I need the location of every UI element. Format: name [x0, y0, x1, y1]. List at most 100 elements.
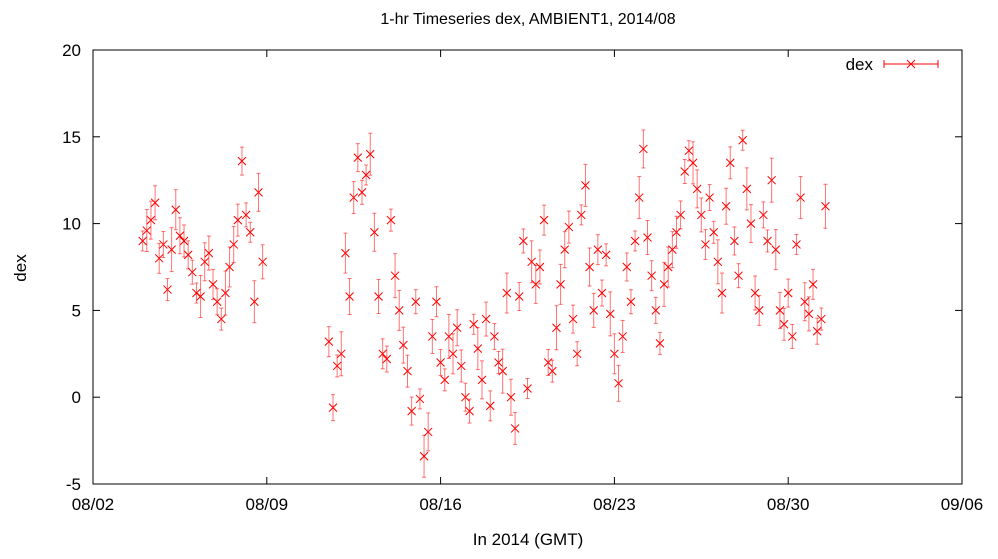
data-point	[204, 248, 214, 258]
data-point	[440, 375, 450, 385]
data-point	[659, 280, 669, 289]
data-point	[717, 288, 727, 298]
data-point	[456, 361, 466, 371]
data-point	[154, 253, 164, 263]
data-point	[800, 297, 810, 307]
data-point	[527, 257, 536, 267]
data-point	[510, 424, 520, 433]
data-point	[556, 280, 565, 289]
data-point	[444, 332, 454, 341]
data-point	[386, 215, 396, 225]
y-tick-label: 10	[62, 215, 81, 234]
data-point	[750, 288, 760, 298]
data-point	[183, 250, 193, 260]
data-point	[394, 306, 404, 315]
data-point	[696, 210, 706, 220]
data-point	[407, 406, 416, 416]
data-point	[411, 297, 421, 307]
error-bars	[140, 129, 828, 478]
data-point	[618, 332, 628, 341]
data-point	[138, 236, 148, 246]
data-point	[403, 366, 412, 376]
data-point	[676, 210, 685, 220]
data-point	[506, 392, 516, 402]
data-point	[461, 392, 470, 402]
data-point	[734, 271, 743, 281]
data-point	[163, 285, 172, 294]
data-point	[390, 271, 400, 281]
data-point	[361, 170, 371, 180]
data-point	[452, 323, 462, 333]
y-tick-label: 20	[62, 41, 81, 60]
data-point	[175, 231, 185, 241]
data-point	[610, 349, 619, 359]
y-tick-label: 5	[72, 301, 81, 320]
y-axis-label: dex	[11, 254, 30, 282]
data-point	[738, 135, 748, 145]
y-tick-label: -5	[66, 475, 81, 494]
data-point	[821, 201, 830, 211]
data-point	[465, 406, 474, 416]
data-point	[332, 361, 342, 371]
data-point	[742, 184, 752, 194]
data-point	[448, 349, 458, 359]
data-point	[585, 262, 594, 272]
data-point	[771, 245, 781, 254]
data-point	[651, 306, 661, 315]
data-point	[759, 210, 768, 220]
data-point	[212, 297, 222, 307]
data-point	[639, 144, 648, 154]
data-point	[816, 314, 826, 324]
data-point	[647, 271, 656, 281]
data-point	[357, 187, 367, 197]
data-point	[804, 309, 814, 319]
data-point	[370, 227, 379, 237]
data-point	[593, 245, 603, 254]
data-point	[427, 332, 437, 341]
data-point	[576, 210, 586, 220]
data-point	[341, 248, 350, 258]
data-point	[208, 280, 218, 289]
data-point	[481, 314, 491, 324]
y-tick-label: 15	[62, 128, 81, 147]
data-point	[783, 288, 793, 298]
data-point	[349, 193, 359, 202]
legend: dex	[846, 55, 939, 74]
data-point	[237, 156, 247, 166]
data-point	[605, 309, 615, 319]
data-point	[535, 262, 545, 272]
data-point	[432, 297, 441, 307]
data-point	[399, 340, 408, 350]
data-point	[328, 403, 338, 412]
data-point	[547, 366, 557, 376]
data-point	[233, 215, 243, 225]
data-point	[216, 314, 226, 324]
data-point	[485, 401, 495, 411]
data-point	[171, 205, 181, 215]
data-point	[746, 219, 756, 228]
data-point	[589, 306, 599, 315]
data-point	[581, 181, 590, 190]
x-axis-label: In 2014 (GMT)	[473, 530, 584, 549]
data-point	[812, 326, 822, 336]
data-point	[196, 292, 205, 301]
data-point	[241, 210, 251, 220]
data-point	[672, 227, 681, 237]
legend-swatch	[883, 59, 939, 69]
legend-label-dex: dex	[846, 55, 874, 74]
x-axis-ticks: 08/02 08/09 08/16 08/23 08/30 09/06	[72, 50, 983, 514]
data-point	[792, 240, 801, 249]
data-point	[767, 175, 777, 185]
data-point	[158, 240, 168, 249]
data-point	[167, 245, 176, 254]
data-point	[692, 184, 702, 194]
y-tick-label: 0	[72, 388, 81, 407]
data-point	[150, 198, 160, 208]
data-point	[808, 280, 818, 289]
data-point	[730, 236, 739, 246]
data-point	[490, 332, 499, 341]
plot-area-frame	[92, 49, 963, 485]
data-point	[498, 366, 508, 376]
data-point	[655, 339, 665, 348]
